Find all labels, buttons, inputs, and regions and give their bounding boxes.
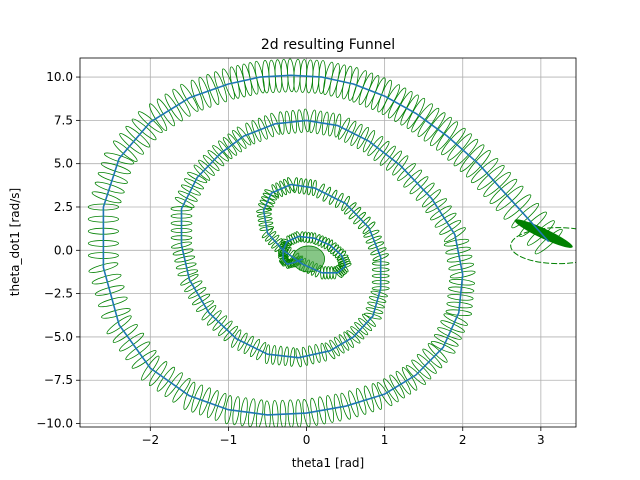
y-tick-label: −10.0 [36, 417, 73, 431]
y-tick-label: −2.5 [44, 287, 73, 301]
x-tick-label: −1 [220, 433, 238, 447]
y-axis-label: theta_dot1 [rad/s] [8, 188, 22, 296]
chart-title: 2d resulting Funnel [261, 37, 395, 53]
trajectory-line [102, 74, 550, 416]
y-tick-label: 2.5 [54, 200, 73, 214]
x-tick-label: 1 [381, 433, 389, 447]
y-tick-label: 10.0 [46, 70, 73, 84]
x-axis-label: theta1 [rad] [292, 456, 364, 470]
x-tick-label: 3 [537, 433, 545, 447]
funnel-core-blob [292, 245, 326, 273]
x-tick-label: −2 [141, 433, 159, 447]
y-tick-label: −5.0 [44, 330, 73, 344]
nominal-trajectory [102, 74, 550, 416]
y-tick-label: 7.5 [54, 113, 73, 127]
y-tick-label: −7.5 [44, 373, 73, 387]
funnel-start-ellipse [510, 227, 576, 265]
y-tick-label: 5.0 [54, 157, 73, 171]
plot-frame [79, 57, 577, 428]
y-tick-label: 0.0 [54, 243, 73, 257]
x-axis-ticks: −2 −1 0 1 2 3 [141, 427, 545, 447]
y-axis-ticks: −10.0 −7.5 −5.0 −2.5 0.0 2.5 5.0 7.5 10.0 [36, 70, 80, 431]
funnel-end-blob [514, 219, 573, 248]
x-tick-label: 2 [459, 433, 467, 447]
x-tick-label: 0 [303, 433, 311, 447]
